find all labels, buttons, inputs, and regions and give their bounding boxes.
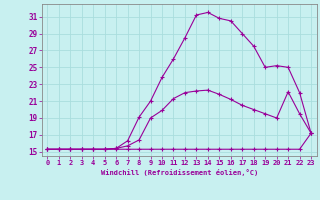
X-axis label: Windchill (Refroidissement éolien,°C): Windchill (Refroidissement éolien,°C) [100,169,258,176]
